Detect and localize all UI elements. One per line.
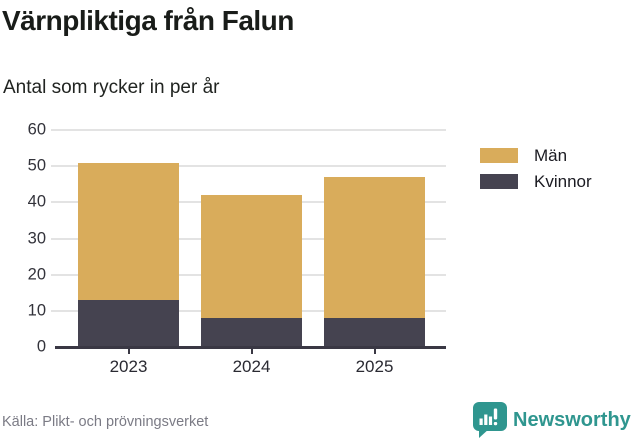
x-axis-line bbox=[55, 346, 446, 349]
legend-label: Män bbox=[534, 145, 568, 165]
bar-segment-men-2024 bbox=[201, 195, 302, 319]
bar-segment-women-2025 bbox=[324, 318, 425, 347]
bar-segment-men-2023 bbox=[78, 162, 179, 300]
legend-swatch-women bbox=[480, 174, 518, 189]
y-axis-tick-label: 60 bbox=[27, 120, 46, 139]
source-note: Källa: Plikt- och prövningsverket bbox=[2, 414, 209, 430]
bar-segment-women-2023 bbox=[78, 299, 179, 347]
bar-segment-men-2025 bbox=[324, 177, 425, 319]
legend-item-women: Kvinnor bbox=[480, 172, 592, 191]
x-axis-tick bbox=[250, 349, 253, 354]
legend: Män Kvinnor bbox=[480, 146, 592, 191]
x-axis-tick bbox=[373, 349, 376, 354]
page-title: Värnpliktiga från Falun bbox=[2, 5, 294, 36]
newsworthy-logo[interactable]: Newsworthy bbox=[473, 402, 631, 438]
y-axis-tick-label: 50 bbox=[27, 156, 46, 175]
x-axis-tick-label: 2023 bbox=[109, 357, 148, 376]
x-axis-tick bbox=[127, 349, 130, 354]
chart-subtitle: Antal som rycker in per år bbox=[3, 77, 220, 98]
gridline-50 bbox=[51, 165, 446, 168]
y-axis-tick-label: 40 bbox=[27, 192, 46, 211]
x-axis-tick-label: 2025 bbox=[355, 357, 394, 376]
legend-swatch-men bbox=[480, 148, 518, 163]
y-axis-tick-label: 10 bbox=[27, 301, 46, 320]
newsworthy-wordmark[interactable]: Newsworthy bbox=[513, 408, 631, 431]
newsworthy-bubble-chart-icon bbox=[473, 402, 507, 438]
y-axis-tick-label: 30 bbox=[27, 229, 46, 247]
y-axis-tick-label: 20 bbox=[27, 265, 46, 284]
legend-label: Kvinnor bbox=[534, 171, 592, 191]
legend-item-men: Män bbox=[480, 146, 592, 165]
y-axis-tick-label: 0 bbox=[36, 337, 46, 356]
bar-segment-women-2024 bbox=[201, 318, 302, 347]
x-axis-tick-label: 2024 bbox=[232, 357, 271, 376]
gridline-60 bbox=[51, 129, 446, 131]
